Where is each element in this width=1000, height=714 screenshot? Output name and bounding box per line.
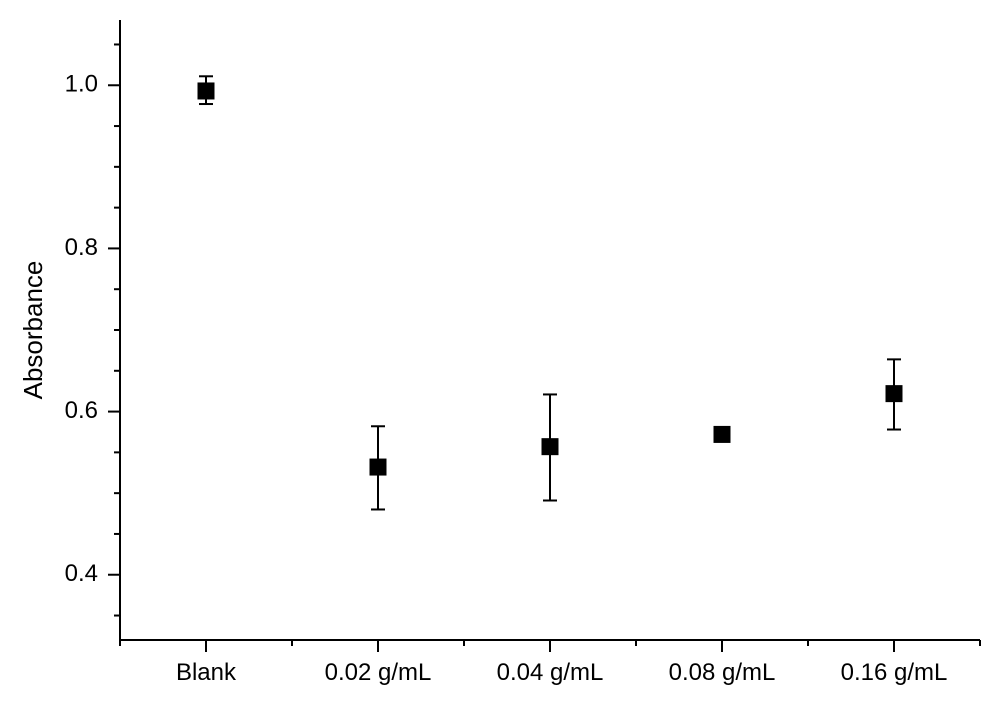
x-tick-label: 0.04 g/mL: [497, 659, 604, 686]
y-axis-label: Absorbance: [18, 261, 48, 400]
data-marker: [198, 83, 214, 99]
chart-svg: 0.4 0.6 0.8 1.0 Absorbance Blank 0.02 g/mL 0.04…: [0, 0, 1000, 714]
data-marker: [542, 439, 558, 455]
data-marker: [886, 386, 902, 402]
x-tick-label: 0.08 g/mL: [669, 659, 776, 686]
y-tick-label: 1.0: [65, 71, 98, 98]
y-tick-label: 0.4: [65, 560, 98, 587]
data-marker: [714, 426, 730, 442]
x-tick-label: Blank: [176, 659, 237, 686]
x-tick-label: 0.16 g/mL: [841, 659, 948, 686]
y-tick-label: 0.6: [65, 397, 98, 424]
x-tick-label: 0.02 g/mL: [325, 659, 432, 686]
data-marker: [370, 459, 386, 475]
absorbance-chart: 0.4 0.6 0.8 1.0 Absorbance Blank 0.02 g/mL 0.04…: [0, 0, 1000, 714]
y-tick-label: 0.8: [65, 234, 98, 261]
